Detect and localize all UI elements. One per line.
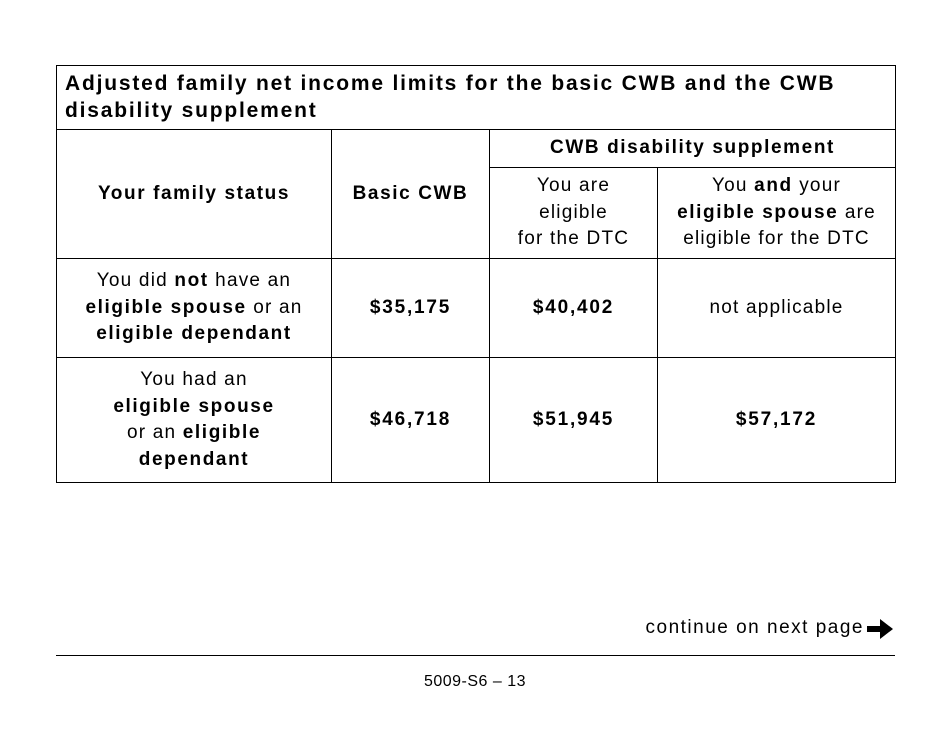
emphasis: dependant <box>138 448 250 470</box>
title-text: Adjusted family net income limits for th… <box>65 71 836 122</box>
subheader-cell: You are eligible for the DTC <box>489 167 658 259</box>
text: for the DTC <box>517 228 630 250</box>
amount: not applicable <box>709 296 844 318</box>
header-cell: Your family status <box>56 129 332 259</box>
value-cell: $40,402 <box>489 258 658 358</box>
emphasis: eligible spouse <box>677 201 839 223</box>
value-cell: $57,172 <box>656 357 897 483</box>
text: have an <box>208 270 292 292</box>
table-title: Adjusted family net income limits for th… <box>55 65 897 130</box>
value-cell: $35,175 <box>331 258 490 358</box>
amount: $46,718 <box>369 408 452 430</box>
amount: $35,175 <box>369 296 452 318</box>
emphasis: eligible spouse <box>113 395 275 417</box>
emphasis: eligible spouse <box>85 296 247 318</box>
data-row: You did not have an eligible spouse or an… <box>56 258 897 358</box>
header-text: Your family status <box>97 182 291 204</box>
continue-note: continue on next page <box>645 617 864 638</box>
data-row: You had an eligible spouse or an eligible d… <box>56 357 897 483</box>
text: or an <box>126 422 183 443</box>
text: eligible for the DTC <box>683 228 870 250</box>
arrow-icon <box>867 619 893 639</box>
title-row: Adjusted family net income limits for th… <box>55 65 897 130</box>
text: your <box>792 175 841 197</box>
text: You did <box>96 270 175 292</box>
subheader-cell: You and your eligible spouse are eligible … <box>656 167 897 259</box>
text: You are <box>536 175 611 197</box>
amount: $40,402 <box>532 296 615 318</box>
emphasis: eligible dependant <box>96 323 292 345</box>
limits-table: Adjusted family net income limits for th… <box>55 65 897 483</box>
amount: $57,172 <box>735 408 818 430</box>
text: You had an <box>140 369 248 390</box>
text: You <box>712 175 755 197</box>
status-cell: You had an eligible spouse or an eligible d… <box>56 357 332 483</box>
value-cell: $51,945 <box>489 357 658 483</box>
emphasis: not <box>174 270 209 292</box>
header-text: Basic CWB <box>352 182 469 204</box>
footer-rule <box>56 655 895 656</box>
text: eligible <box>539 201 608 223</box>
header-cell: Basic CWB <box>331 129 490 259</box>
page-number: 5009-S6 – 13 <box>423 673 527 690</box>
value-cell: $46,718 <box>331 357 490 483</box>
header-cell: CWB disability supplement <box>488 129 897 168</box>
header-text: CWB disability supplement <box>550 137 835 159</box>
text: are <box>838 201 876 223</box>
emphasis: and <box>754 175 793 197</box>
status-cell: You did not have an eligible spouse or an… <box>56 258 332 358</box>
amount: $51,945 <box>532 408 615 430</box>
header-row: Your family status Basic CWB CWB disabil… <box>56 129 897 259</box>
emphasis: eligible <box>182 422 262 443</box>
text: or an <box>246 296 303 318</box>
value-cell: not applicable <box>656 258 897 358</box>
subheader-row: You are eligible for the DTC You and your e… <box>57 167 897 259</box>
